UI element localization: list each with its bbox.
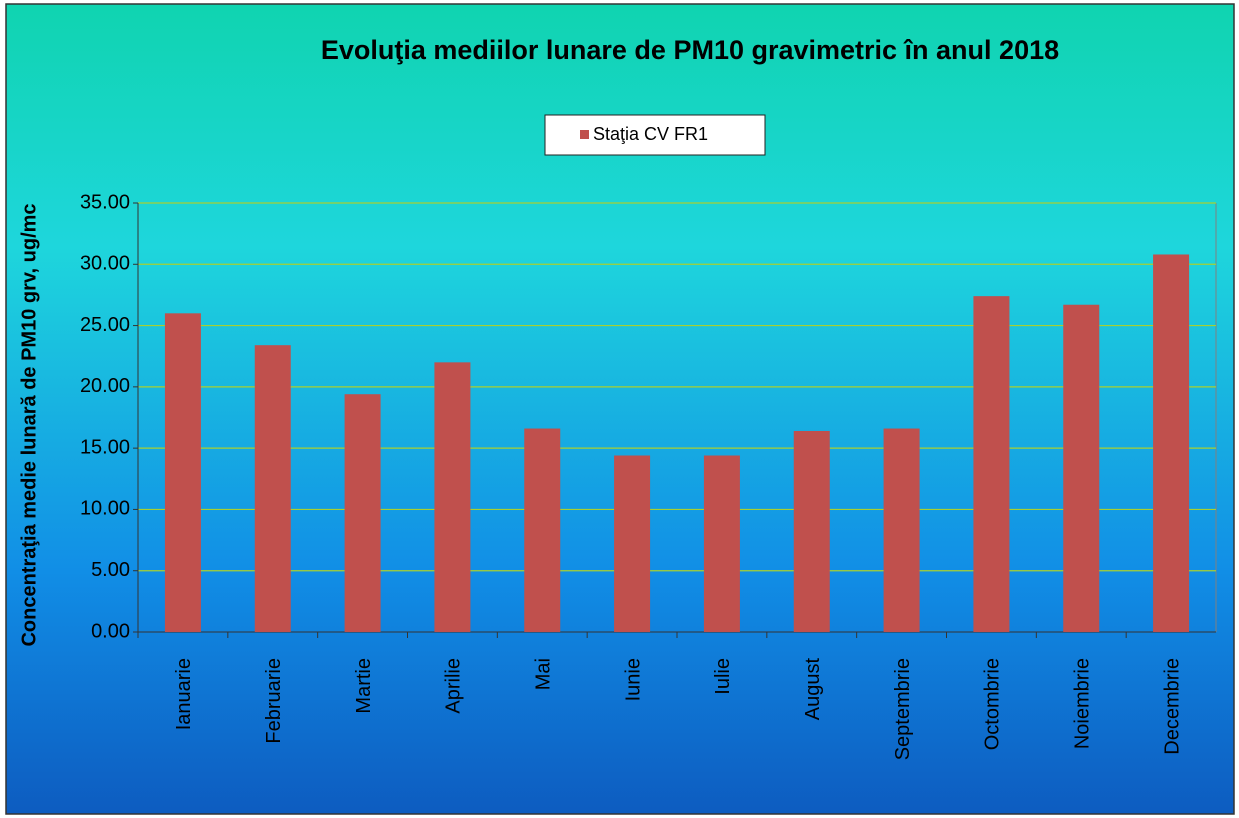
bar <box>703 455 740 632</box>
bar <box>344 394 381 632</box>
legend-label: Staţia CV FR1 <box>593 124 708 144</box>
legend-swatch <box>580 130 589 139</box>
x-tick-label: Martie <box>353 658 375 714</box>
x-tick-label: Aprilie <box>443 658 465 714</box>
y-tick-label: 0.00 <box>91 620 130 642</box>
bar <box>1153 254 1190 633</box>
bar <box>1063 304 1100 632</box>
x-tick-label: Iulie <box>712 658 734 695</box>
y-axis-label: Concentraţia medie lunară de PM10 grv, u… <box>18 203 40 646</box>
x-tick-label: Septembrie <box>892 658 914 760</box>
x-tick-label: Ianuarie <box>173 658 195 730</box>
x-tick-label: Iunie <box>622 658 644 701</box>
bar <box>973 296 1010 632</box>
y-tick-label: 35.00 <box>80 191 130 213</box>
x-tick-label: August <box>802 658 824 721</box>
x-tick-label: Decembrie <box>1161 658 1183 755</box>
x-tick-label: Noiembrie <box>1072 658 1094 749</box>
y-tick-label: 15.00 <box>80 436 130 458</box>
bar <box>254 345 291 632</box>
x-tick-label: Mai <box>533 658 555 690</box>
y-tick-label: 5.00 <box>91 559 130 581</box>
y-tick-label: 20.00 <box>80 375 130 397</box>
bar <box>793 430 830 632</box>
y-tick-label: 10.00 <box>80 498 130 520</box>
bar <box>434 362 471 632</box>
bar <box>883 428 920 632</box>
x-tick-label: Octombrie <box>982 658 1004 750</box>
bar <box>164 313 201 632</box>
bar <box>614 455 651 632</box>
y-tick-label: 25.00 <box>80 314 130 336</box>
y-tick-label: 30.00 <box>80 253 130 275</box>
bar <box>524 428 561 632</box>
x-tick-label: Februarie <box>263 658 285 744</box>
chart-title: Evoluţia mediilor lunare de PM10 gravime… <box>321 35 1059 65</box>
